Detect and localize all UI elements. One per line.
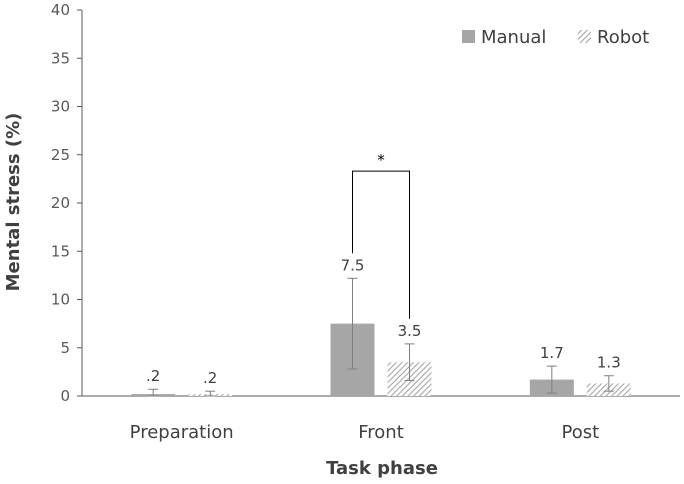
legend-label-robot: Robot — [597, 27, 649, 48]
data-label: 1.7 — [540, 344, 564, 362]
significance-bracket — [352, 170, 410, 319]
data-label: 1.3 — [597, 354, 621, 372]
bars — [131, 277, 631, 397]
y-tick-label: 35 — [51, 49, 70, 67]
y-tick-label: 0 — [60, 387, 70, 405]
x-category-label: Preparation — [130, 422, 234, 443]
axes: 0 5 10 15 20 25 30 35 40 — [51, 1, 680, 405]
legend-swatch-robot — [578, 30, 591, 43]
data-label: .2 — [203, 369, 217, 387]
x-category-label: Front — [358, 422, 404, 443]
y-tick-label: 25 — [51, 146, 70, 164]
y-tick-label: 30 — [51, 98, 70, 116]
y-tick-label: 40 — [51, 1, 70, 19]
legend-swatch-manual — [462, 30, 475, 43]
y-axis-title: Mental stress (%) — [3, 113, 24, 292]
significance-marker: * — [377, 151, 385, 169]
data-label: .2 — [146, 367, 160, 385]
y-tick-label: 20 — [51, 194, 70, 212]
data-label: 3.5 — [398, 322, 422, 340]
y-tick-label: 5 — [60, 339, 70, 357]
legend: Manual Robot — [462, 27, 649, 48]
x-category-label: Post — [561, 422, 599, 443]
y-tick-label: 10 — [51, 291, 70, 309]
data-label: 7.5 — [341, 256, 365, 274]
labels: Preparation .2 .2 Front 7.5 3.5 Post 1.7 1.3 * — [130, 151, 621, 443]
legend-label-manual: Manual — [481, 27, 546, 48]
x-axis-title: Task phase — [326, 458, 438, 479]
y-tick-label: 15 — [51, 242, 70, 260]
